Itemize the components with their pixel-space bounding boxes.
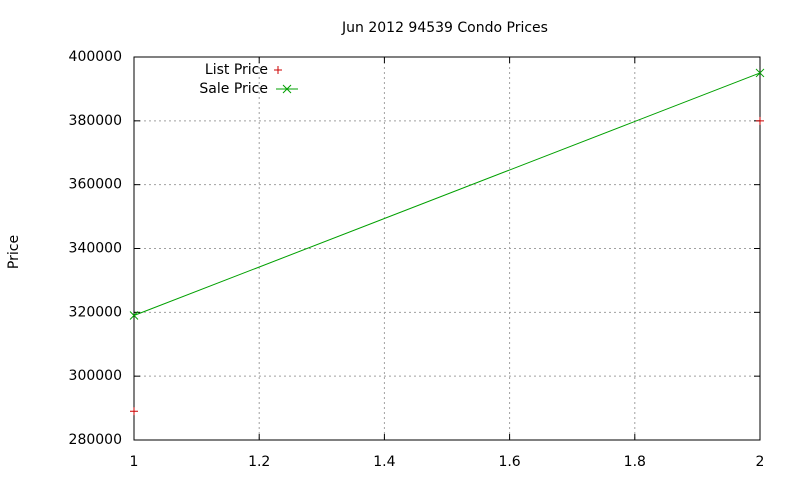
legend-label: List Price bbox=[205, 62, 268, 78]
y-tick-label: 380000 bbox=[69, 113, 122, 129]
legend-marker bbox=[282, 84, 292, 94]
y-tick-label: 280000 bbox=[69, 432, 122, 448]
point bbox=[755, 68, 765, 78]
x-tick-label: 1.8 bbox=[624, 454, 646, 470]
x-tick-label: 1.4 bbox=[373, 454, 395, 470]
y-tick-label: 300000 bbox=[69, 368, 122, 384]
x-tick-label: 1.6 bbox=[498, 454, 520, 470]
legend-label: Sale Price bbox=[199, 81, 268, 97]
legend-marker bbox=[274, 66, 282, 74]
y-tick-label: 320000 bbox=[69, 304, 122, 320]
y-axis-label: Price bbox=[6, 235, 22, 269]
y-tick-label: 360000 bbox=[69, 177, 122, 193]
series-line bbox=[133, 72, 761, 316]
y-tick-label: 340000 bbox=[69, 241, 122, 257]
point bbox=[130, 407, 138, 416]
point bbox=[129, 311, 139, 320]
y-tick-label: 400000 bbox=[69, 49, 122, 65]
plot-frame bbox=[133, 56, 761, 441]
x-tick-label: 1.2 bbox=[248, 454, 270, 470]
x-tick-label: 1 bbox=[130, 454, 139, 470]
point bbox=[756, 116, 764, 125]
chart-title: Jun 2012 94539 Condo Prices bbox=[341, 20, 548, 36]
x-tick-label: 2 bbox=[756, 454, 765, 470]
